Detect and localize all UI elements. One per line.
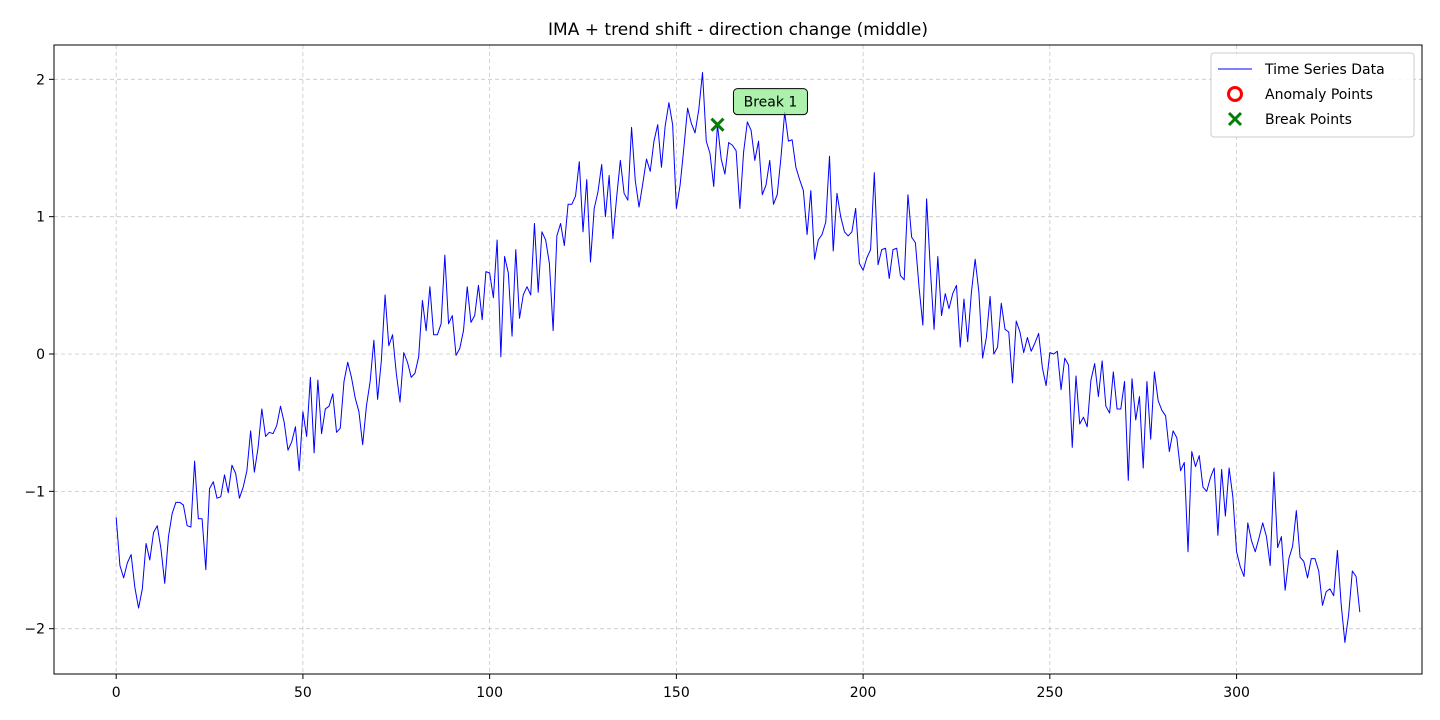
y-tick-label: 0: [36, 347, 45, 363]
series-line-time-series-data: [115, 71, 1361, 643]
legend-label: Break Points: [1265, 112, 1352, 128]
x-tick-label: 100: [476, 685, 503, 701]
x-tick-label: 150: [663, 685, 690, 701]
y-tick-label: 2: [36, 72, 45, 88]
chart-title: IMA + trend shift - direction change (mi…: [548, 20, 928, 40]
legend-label: Anomaly Points: [1265, 87, 1373, 103]
break-annotation: Break 1: [732, 88, 808, 116]
x-tick-label: 0: [112, 685, 121, 701]
x-tick-label: 50: [294, 685, 312, 701]
legend-break-swatch: [1227, 111, 1243, 127]
y-tick-label: −2: [24, 622, 45, 638]
plot-area: 0 50 100 150 200 250 300 −2 −1 0 1 2 Break 1 Time Ser…: [24, 44, 1423, 701]
legend-anomaly-swatch: [1227, 86, 1243, 102]
x-tick-label: 200: [850, 685, 877, 701]
break-marker-stroke: [710, 117, 725, 132]
break-annotation-box: [732, 88, 808, 116]
x-tick-label: 250: [1036, 685, 1063, 701]
x-tick-label: 300: [1223, 685, 1250, 701]
axes-frame: [53, 44, 1423, 675]
legend-label: Time Series Data: [1264, 62, 1385, 78]
legend: Time Series Data Anomaly Points Break Poin…: [1210, 52, 1415, 138]
legend-box: [1210, 52, 1415, 138]
y-tick-label: −1: [24, 484, 45, 500]
break-annotation-label: Break 1: [744, 95, 798, 111]
y-tick-label: 1: [36, 210, 45, 226]
break-point-marker: [710, 117, 725, 132]
